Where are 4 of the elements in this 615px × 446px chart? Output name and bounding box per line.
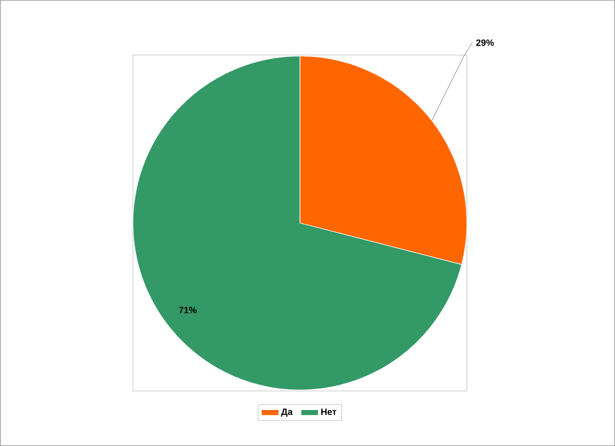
data-label: 71%	[179, 306, 197, 314]
legend-label: Нет	[321, 408, 336, 416]
data-label: 29%	[476, 39, 494, 46]
legend-label: Да	[281, 408, 293, 417]
